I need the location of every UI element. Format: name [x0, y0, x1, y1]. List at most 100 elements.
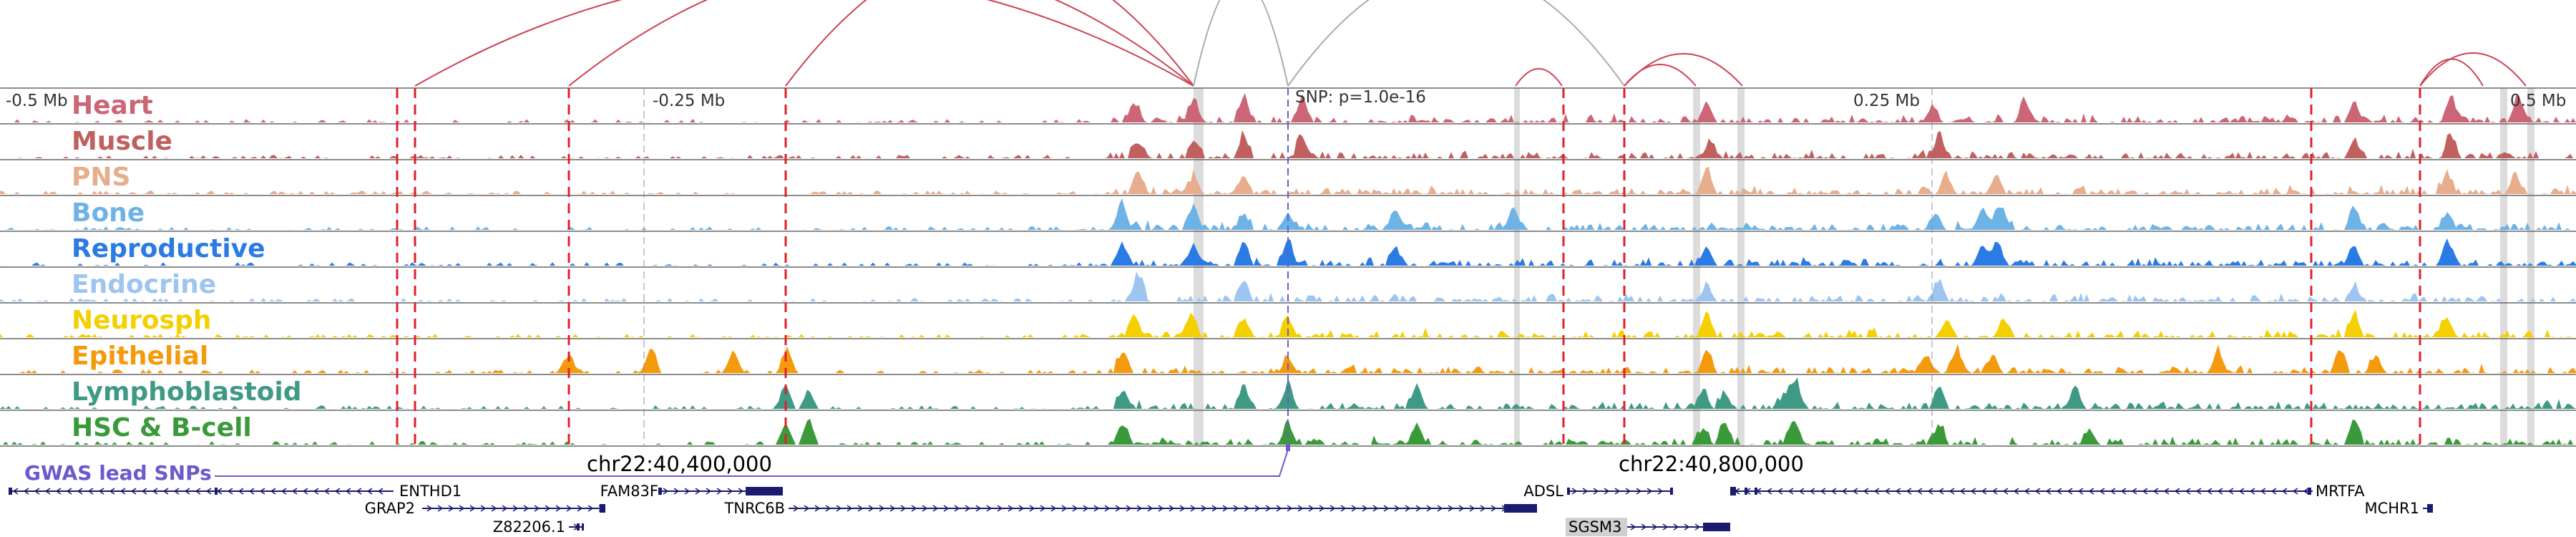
loop-arc: [785, 0, 1194, 87]
strand-arrow: [1297, 505, 1304, 512]
strand-arrow: [227, 488, 233, 495]
strand-arrow: [448, 505, 454, 512]
loop-arc: [568, 0, 1194, 87]
strand-arrow: [1319, 505, 1325, 512]
loop-arc: [1515, 68, 1563, 87]
strand-arrow: [1684, 523, 1690, 531]
strand-arrow: [1863, 488, 1869, 495]
strand-arrow: [706, 488, 712, 495]
strand-arrow: [1906, 488, 1912, 495]
strand-arrow: [1405, 505, 1411, 512]
strand-arrow: [545, 505, 551, 512]
strand-arrow: [1884, 488, 1890, 495]
strand-arrow: [323, 488, 330, 495]
exon: [1670, 488, 1673, 495]
strand-arrow: [1959, 488, 1966, 495]
strand-arrow: [1115, 505, 1121, 512]
strand-arrow: [2260, 488, 2266, 495]
gene-label: Z82206.1: [493, 518, 565, 536]
gwas-label: GWAS lead SNPs: [24, 461, 212, 485]
strand-arrow: [2174, 488, 2180, 495]
exon: [746, 487, 783, 495]
strand-arrow: [2088, 488, 2094, 495]
track-label: Endocrine: [72, 270, 216, 299]
strand-arrow: [1072, 505, 1078, 512]
track-label: HSC & B-cell: [72, 413, 252, 442]
strand-arrow: [836, 505, 842, 512]
strand-arrow: [1383, 505, 1390, 512]
strand-arrow: [804, 505, 810, 512]
strand-arrow: [814, 505, 821, 512]
coordinate-label-first: chr22:40,400,000: [587, 452, 772, 476]
strand-arrow: [1233, 505, 1239, 512]
gwas-snp-marker: [1286, 444, 1290, 451]
strand-arrow: [1777, 488, 1783, 495]
gene-label: FAM83F: [600, 483, 658, 500]
strand-arrow: [2045, 488, 2051, 495]
strand-arrow: [587, 505, 594, 512]
strand-arrow: [1694, 523, 1701, 531]
strand-arrow: [334, 488, 341, 495]
track-label: Lymphoblastoid: [72, 377, 302, 407]
strand-arrow: [1415, 505, 1422, 512]
strand-arrow: [577, 505, 583, 512]
strand-arrow: [2109, 488, 2116, 495]
strand-arrow: [1050, 505, 1057, 512]
strand-arrow: [313, 488, 319, 495]
strand-arrow: [205, 488, 212, 495]
strand-arrow: [879, 505, 885, 512]
loop-arc: [1287, 0, 1625, 87]
exon: [600, 504, 605, 513]
strand-arrow: [109, 488, 115, 495]
strand-arrow: [1136, 505, 1143, 512]
strand-arrow: [34, 488, 40, 495]
strand-arrow: [1158, 505, 1164, 512]
signal-track-muscle: [0, 130, 2576, 158]
strand-arrow: [1437, 505, 1443, 512]
strand-arrow: [1083, 505, 1089, 512]
strand-arrow: [119, 488, 126, 495]
snp-label: SNP: p=1.0e-16: [1295, 88, 1426, 107]
scale-label-mid-left: -0.25 Mb: [653, 92, 725, 110]
strand-arrow: [280, 488, 287, 495]
loop-arc: [1193, 0, 1289, 87]
signal-track-heart: [0, 92, 2576, 122]
strand-arrow: [1830, 488, 1837, 495]
strand-arrow: [2217, 488, 2223, 495]
strand-arrow: [738, 488, 744, 495]
strand-arrow: [1630, 523, 1636, 531]
loop-arc: [414, 0, 1194, 87]
exon: [658, 488, 662, 495]
scale-label-right: 0.5 Mb: [2510, 92, 2566, 110]
strand-arrow: [1061, 505, 1068, 512]
strand-arrow: [695, 488, 701, 495]
strand-arrow: [130, 488, 137, 495]
strand-arrow: [1351, 505, 1357, 512]
strand-arrow: [1981, 488, 1987, 495]
strand-arrow: [1673, 523, 1679, 531]
strand-arrow: [1244, 505, 1250, 512]
track-label: Bone: [72, 198, 145, 228]
strand-arrow: [23, 488, 29, 495]
strand-arrow: [1948, 488, 1955, 495]
strand-arrow: [1809, 488, 1815, 495]
strand-arrow: [1265, 505, 1272, 512]
strand-arrow: [1970, 488, 1976, 495]
strand-arrow: [1604, 488, 1610, 495]
strand-arrow: [184, 488, 190, 495]
strand-arrow: [1593, 488, 1599, 495]
strand-arrow: [857, 505, 864, 512]
strand-arrow: [1820, 488, 1826, 495]
strand-arrow: [1201, 505, 1207, 512]
exon: [1755, 488, 1757, 495]
strand-arrow: [2077, 488, 2084, 495]
strand-arrow: [491, 505, 497, 512]
gene-label: MCHR1: [2364, 500, 2419, 517]
strand-arrow: [555, 505, 562, 512]
strand-arrow: [141, 488, 147, 495]
strand-arrow: [868, 505, 874, 512]
strand-arrow: [2013, 488, 2019, 495]
strand-arrow: [954, 505, 960, 512]
